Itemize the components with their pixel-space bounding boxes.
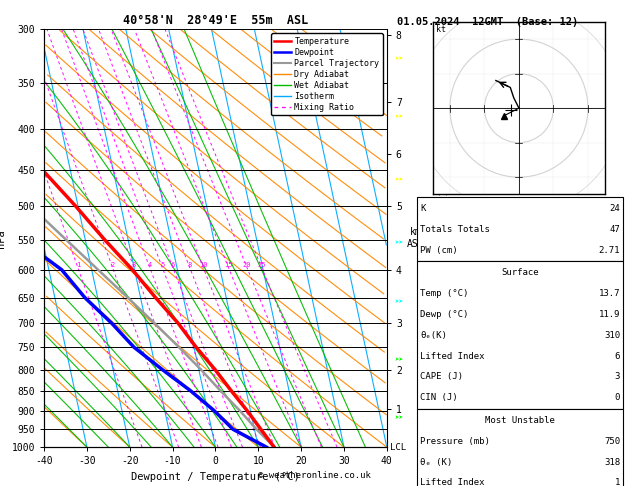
Text: ➤➤: ➤➤ — [395, 54, 404, 63]
Text: PW (cm): PW (cm) — [420, 245, 458, 255]
Text: 750: 750 — [604, 436, 620, 446]
Text: Temp (°C): Temp (°C) — [420, 289, 469, 298]
Text: 47: 47 — [610, 225, 620, 234]
Text: K: K — [420, 204, 426, 213]
Text: 10: 10 — [199, 262, 208, 268]
Text: 20: 20 — [243, 262, 252, 268]
Text: CAPE (J): CAPE (J) — [420, 372, 463, 382]
Text: 2: 2 — [111, 262, 115, 268]
Text: Pressure (mb): Pressure (mb) — [420, 436, 490, 446]
Text: © weatheronline.co.uk: © weatheronline.co.uk — [258, 471, 371, 480]
Text: ➤➤: ➤➤ — [395, 297, 404, 306]
Y-axis label: km
ASL: km ASL — [407, 227, 425, 249]
Text: 01.05.2024  12GMT  (Base: 12): 01.05.2024 12GMT (Base: 12) — [397, 17, 578, 27]
Text: 6: 6 — [615, 351, 620, 361]
Text: 8: 8 — [188, 262, 192, 268]
Text: 3: 3 — [132, 262, 136, 268]
Title: 40°58'N  28°49'E  55m  ASL: 40°58'N 28°49'E 55m ASL — [123, 14, 308, 27]
Text: 1: 1 — [76, 262, 80, 268]
Text: 1: 1 — [615, 478, 620, 486]
Text: 15: 15 — [225, 262, 233, 268]
Text: Dewp (°C): Dewp (°C) — [420, 310, 469, 319]
Text: θₑ (K): θₑ (K) — [420, 457, 452, 467]
Text: ➤➤: ➤➤ — [395, 239, 404, 247]
Text: ➤➤: ➤➤ — [395, 112, 404, 121]
X-axis label: Dewpoint / Temperature (°C): Dewpoint / Temperature (°C) — [131, 472, 300, 482]
Text: 25: 25 — [258, 262, 266, 268]
Text: Surface: Surface — [501, 268, 539, 277]
Text: Mixing Ratio (g/kg): Mixing Ratio (g/kg) — [440, 191, 449, 286]
Text: ➤➤: ➤➤ — [395, 175, 404, 184]
Y-axis label: hPa: hPa — [0, 229, 6, 247]
Text: 310: 310 — [604, 330, 620, 340]
Text: θₑ(K): θₑ(K) — [420, 330, 447, 340]
Text: LCL: LCL — [390, 443, 406, 451]
Text: Lifted Index: Lifted Index — [420, 351, 485, 361]
Text: Totals Totals: Totals Totals — [420, 225, 490, 234]
Text: 11.9: 11.9 — [599, 310, 620, 319]
Text: Lifted Index: Lifted Index — [420, 478, 485, 486]
Text: 4: 4 — [148, 262, 152, 268]
Text: 2.71: 2.71 — [599, 245, 620, 255]
Text: Most Unstable: Most Unstable — [485, 416, 555, 425]
Text: 13.7: 13.7 — [599, 289, 620, 298]
Text: 0: 0 — [615, 393, 620, 402]
Text: 24: 24 — [610, 204, 620, 213]
Text: ➤➤: ➤➤ — [395, 355, 404, 364]
Text: kt: kt — [436, 25, 446, 34]
Text: CIN (J): CIN (J) — [420, 393, 458, 402]
Text: 318: 318 — [604, 457, 620, 467]
Text: 3: 3 — [615, 372, 620, 382]
Legend: Temperature, Dewpoint, Parcel Trajectory, Dry Adiabat, Wet Adiabat, Isotherm, Mi: Temperature, Dewpoint, Parcel Trajectory… — [271, 34, 382, 116]
Text: 6: 6 — [171, 262, 175, 268]
Text: ➤➤: ➤➤ — [395, 414, 404, 422]
Text: 5: 5 — [160, 262, 165, 268]
